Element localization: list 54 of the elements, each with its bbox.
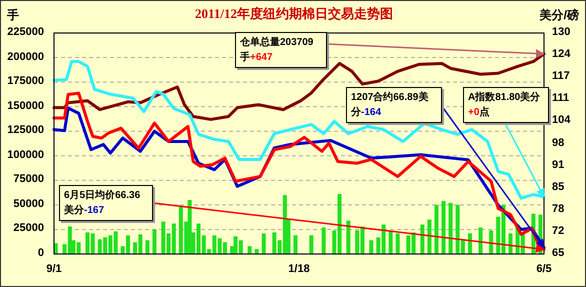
- y2-tick-label: 104: [552, 114, 570, 126]
- annotation: 6月5日均价66.36美分-167: [59, 185, 153, 221]
- y2-tick-label: 78: [552, 202, 564, 215]
- bar: [188, 200, 192, 254]
- bar: [468, 233, 472, 254]
- bar: [420, 224, 424, 254]
- y-axis-title: 手: [7, 7, 19, 24]
- bar: [489, 230, 494, 254]
- y-tick-label: 0: [38, 247, 44, 259]
- x-tick-label: 9/1: [46, 263, 62, 275]
- bar: [262, 233, 266, 254]
- chart-title: 2011/12年度纽约期棉日交易走势图: [195, 6, 393, 21]
- annotation: 1207合约66.89美分-164: [346, 87, 442, 123]
- y-tick-label: 150000: [7, 100, 44, 112]
- y2-tick-label: 65: [552, 247, 564, 259]
- y-tick-label: 75000: [13, 173, 44, 186]
- y-tick-label: 100000: [7, 148, 44, 161]
- annotation: 仓单总量203709手+647: [235, 32, 327, 68]
- bar: [346, 220, 350, 254]
- y2-tick-label: 85: [552, 180, 564, 193]
- bar: [152, 229, 156, 254]
- bar: [322, 227, 326, 254]
- bar: [442, 200, 446, 254]
- bar: [369, 240, 374, 254]
- x-tick-label: 6/5: [536, 263, 552, 275]
- y2-tick-label: 117: [552, 70, 570, 82]
- y2-axis-title: 美分/磅: [540, 7, 579, 24]
- bar: [448, 202, 453, 254]
- y2-tick-label: 124: [552, 48, 570, 60]
- bar: [508, 233, 513, 254]
- y2-tick-label: 72: [552, 224, 564, 237]
- bar: [145, 240, 150, 254]
- bar: [478, 227, 483, 254]
- y2-tick-label: 91: [552, 158, 564, 171]
- y2-tick-label: 111: [552, 92, 570, 104]
- y-tick-label: 25000: [13, 222, 44, 234]
- bar: [427, 220, 432, 254]
- bar: [396, 233, 400, 254]
- x-tick-label: 1/18: [288, 263, 310, 275]
- y-tick-label: 200000: [7, 50, 44, 63]
- annotation: A指数81.80美分+0点: [463, 87, 549, 123]
- bar: [248, 246, 252, 254]
- bar: [434, 204, 438, 254]
- y-tick-label: 50000: [13, 198, 44, 210]
- bar: [388, 230, 393, 254]
- bar: [309, 235, 314, 254]
- line-series: [52, 52, 546, 121]
- bar: [293, 235, 298, 254]
- bar: [254, 249, 259, 254]
- y-tick-label: 225000: [7, 26, 44, 38]
- y-tick-label: 175000: [7, 75, 44, 88]
- y-tick-label: 125000: [7, 124, 44, 136]
- y2-tick-label: 98: [552, 136, 564, 148]
- y2-tick-label: 130: [552, 26, 570, 38]
